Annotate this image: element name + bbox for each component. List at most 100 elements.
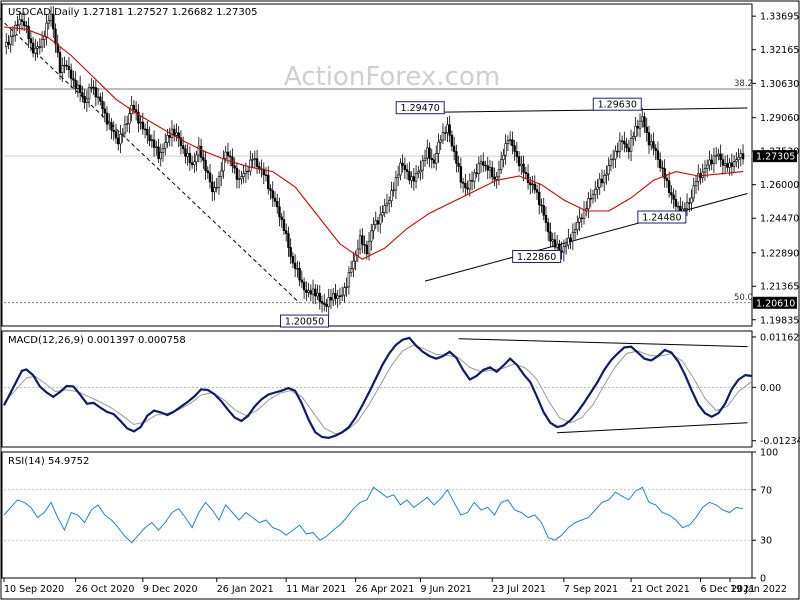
candle-body [437, 141, 440, 154]
candle-body [408, 171, 411, 181]
candle-body [237, 178, 241, 180]
candle-body [193, 161, 196, 166]
candle-body [576, 221, 579, 230]
candle-body [410, 176, 413, 181]
candle-body [526, 173, 530, 184]
candle-body [396, 174, 400, 178]
candle-body [403, 165, 407, 170]
candle-body [363, 244, 366, 246]
candle-body [421, 160, 424, 171]
candle-body [585, 208, 588, 211]
candle-body [22, 21, 26, 26]
candle-body [40, 39, 44, 48]
candle-body [596, 186, 599, 190]
candle-body [361, 235, 364, 245]
candle-body [652, 141, 655, 149]
trendline [0, 18, 300, 304]
candle-body [7, 41, 10, 45]
price-tag-box [753, 296, 797, 309]
candle-body [459, 166, 463, 183]
candle-body [177, 132, 180, 139]
candle-body [83, 96, 86, 103]
candle-body [708, 159, 711, 166]
candle-body [365, 244, 369, 255]
candle-body [338, 295, 342, 297]
candle-body [96, 96, 100, 99]
candle-body [34, 48, 37, 54]
candle-body [202, 157, 205, 161]
candle-body [141, 121, 145, 130]
price-tag-box [753, 150, 797, 163]
candle-body [508, 139, 512, 141]
candle-body [181, 145, 185, 150]
candle-body [728, 162, 731, 168]
x-tick-label: 6 Dec 2021 [700, 584, 755, 595]
candle-body [112, 129, 115, 132]
candle-body [262, 168, 265, 176]
candle-body [204, 159, 207, 172]
candle-body [739, 153, 743, 158]
chart-title: USDCAD,Daily 1.27181 1.27527 1.26682 1.2… [8, 7, 258, 18]
candle-body [108, 122, 111, 125]
macd-title: MACD(12,26,9) 0.001397 0.000758 [8, 335, 186, 346]
candle-body [661, 167, 664, 169]
price-label-box [592, 97, 642, 111]
candle-body [479, 161, 483, 165]
x-tick-label: 7 Sep 2021 [564, 584, 618, 595]
candle-body [16, 24, 19, 26]
candle-body [452, 145, 456, 152]
candle-body [287, 233, 290, 248]
candle-body [20, 19, 24, 22]
candle-body [432, 159, 436, 164]
price-tag: 1.20610 [756, 298, 795, 309]
candle-body [29, 38, 33, 44]
macd-trendline [557, 422, 748, 434]
candle-body [195, 154, 198, 163]
panel-frame-macd [1, 330, 753, 448]
candle-body [623, 140, 626, 145]
candle-body [692, 185, 695, 199]
candle-body [119, 133, 122, 145]
rsi-title: RSI(14) 54.9752 [8, 456, 89, 467]
candle-body [298, 268, 301, 281]
candle-body [228, 155, 232, 158]
candle-body [220, 170, 223, 177]
candle-body [9, 36, 12, 45]
candle-body [123, 124, 127, 134]
candle-body [587, 197, 590, 210]
candle-body [152, 139, 156, 148]
x-tick-label: 26 Apr 2021 [356, 584, 415, 595]
candle-body [602, 175, 606, 184]
candle-body [74, 79, 77, 89]
candle-body [569, 237, 572, 242]
candle-body [340, 294, 344, 297]
candle-body [246, 170, 250, 173]
price-y-tick: 1.33695 [760, 12, 799, 23]
candle-body [486, 165, 489, 171]
candle-body [688, 202, 691, 204]
candle-body [164, 142, 167, 149]
candle-body [450, 134, 454, 147]
candle-body [538, 191, 541, 206]
candle-body [269, 188, 272, 191]
candle-body [723, 163, 727, 166]
candle-body [562, 246, 566, 253]
candle-body [493, 176, 496, 180]
candle-body [379, 214, 382, 225]
candle-body [370, 230, 373, 242]
candle-body [18, 19, 21, 26]
candle-body [535, 189, 539, 193]
x-tick-label: 10 Sep 2020 [4, 584, 64, 595]
price-label-box [279, 314, 329, 328]
candle-body [732, 161, 736, 167]
candle-body [211, 181, 214, 193]
price-y-tick: 1.32165 [760, 45, 799, 56]
panel-frame-rsi [1, 451, 753, 579]
candle-body [706, 164, 709, 169]
candle-body [38, 46, 42, 48]
candle-body [253, 158, 257, 160]
candle-body [468, 180, 472, 190]
candle-body [513, 145, 516, 152]
